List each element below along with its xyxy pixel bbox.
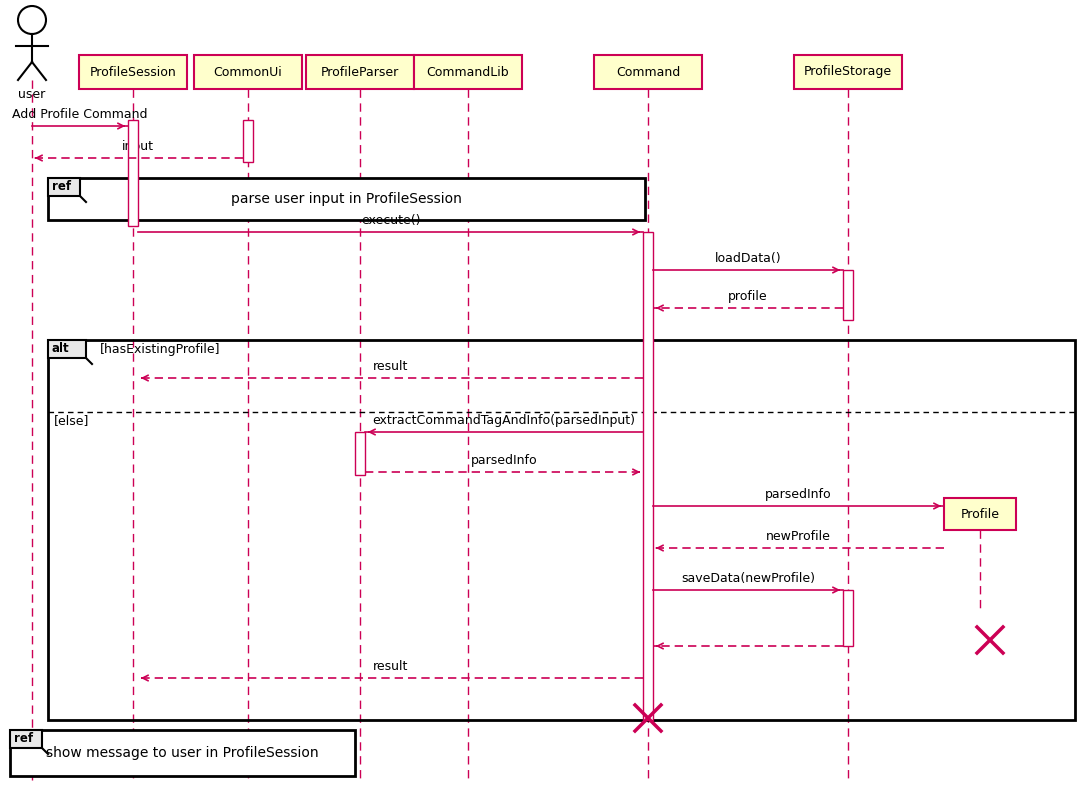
Text: ProfileParser: ProfileParser: [321, 66, 399, 78]
Text: result: result: [373, 360, 408, 373]
Text: ProfileStorage: ProfileStorage: [804, 66, 892, 78]
Text: parse user input in ProfileSession: parse user input in ProfileSession: [231, 192, 461, 206]
Text: execute(): execute(): [361, 214, 420, 227]
Text: ProfileSession: ProfileSession: [89, 66, 177, 78]
FancyBboxPatch shape: [48, 340, 86, 358]
FancyBboxPatch shape: [944, 498, 1016, 530]
Text: user: user: [19, 88, 46, 101]
FancyBboxPatch shape: [48, 178, 80, 196]
Bar: [128, 120, 137, 226]
Text: parsedInfo: parsedInfo: [470, 454, 537, 467]
FancyBboxPatch shape: [413, 55, 521, 89]
Text: extractCommandTagAndInfo(parsedInput): extractCommandTagAndInfo(parsedInput): [372, 414, 635, 427]
Text: result: result: [373, 660, 408, 673]
Text: [hasExistingProfile]: [hasExistingProfile]: [100, 343, 220, 356]
Text: CommandLib: CommandLib: [427, 66, 509, 78]
Text: [else]: [else]: [53, 414, 89, 427]
Text: Profile: Profile: [960, 507, 999, 520]
Bar: [243, 120, 253, 162]
FancyBboxPatch shape: [79, 55, 187, 89]
FancyBboxPatch shape: [305, 55, 413, 89]
FancyBboxPatch shape: [594, 55, 702, 89]
FancyBboxPatch shape: [194, 55, 302, 89]
FancyBboxPatch shape: [794, 55, 902, 89]
FancyBboxPatch shape: [10, 730, 41, 748]
Text: Command: Command: [616, 66, 680, 78]
Text: profile: profile: [728, 290, 768, 303]
Text: loadData(): loadData(): [715, 252, 781, 265]
Text: alt: alt: [52, 343, 70, 356]
Text: parsedInfo: parsedInfo: [765, 488, 831, 501]
Bar: [643, 232, 654, 720]
Text: show message to user in ProfileSession: show message to user in ProfileSession: [46, 746, 319, 760]
Text: ref: ref: [52, 181, 71, 193]
Bar: [843, 270, 853, 320]
Text: newProfile: newProfile: [766, 530, 831, 543]
Text: input: input: [121, 140, 154, 153]
Text: saveData(newProfile): saveData(newProfile): [681, 572, 815, 585]
Bar: [355, 432, 365, 475]
Text: Add Profile Command: Add Profile Command: [12, 108, 147, 121]
FancyBboxPatch shape: [48, 178, 645, 220]
Bar: [843, 590, 853, 646]
Text: ref: ref: [14, 733, 33, 745]
Text: CommonUi: CommonUi: [214, 66, 283, 78]
FancyBboxPatch shape: [10, 730, 355, 776]
